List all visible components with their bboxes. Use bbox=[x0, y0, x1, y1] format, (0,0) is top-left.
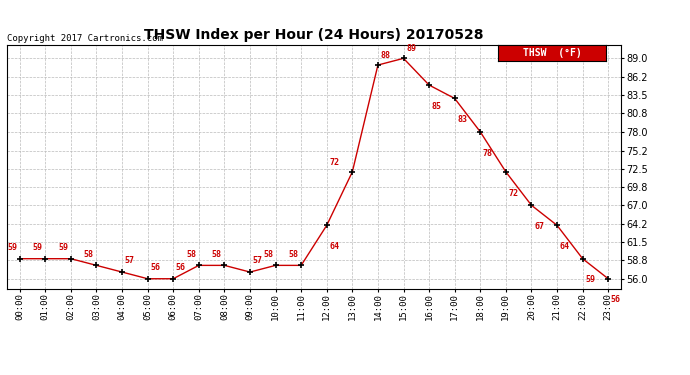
Text: 56: 56 bbox=[176, 263, 186, 272]
Text: 58: 58 bbox=[263, 250, 273, 259]
Text: 83: 83 bbox=[457, 115, 467, 124]
Text: 57: 57 bbox=[253, 256, 262, 265]
Text: 64: 64 bbox=[329, 242, 339, 251]
Text: 72: 72 bbox=[509, 189, 518, 198]
Text: 59: 59 bbox=[585, 275, 595, 284]
Title: THSW Index per Hour (24 Hours) 20170528: THSW Index per Hour (24 Hours) 20170528 bbox=[144, 28, 484, 42]
Text: 89: 89 bbox=[406, 44, 416, 53]
Text: 59: 59 bbox=[7, 243, 17, 252]
Text: 58: 58 bbox=[186, 250, 196, 259]
Text: 72: 72 bbox=[330, 158, 339, 166]
Text: 78: 78 bbox=[483, 148, 493, 158]
Text: 88: 88 bbox=[380, 51, 391, 60]
Text: 56: 56 bbox=[611, 296, 621, 304]
Text: 59: 59 bbox=[32, 243, 43, 252]
Text: 58: 58 bbox=[212, 250, 221, 259]
Text: 57: 57 bbox=[125, 256, 135, 265]
Text: 56: 56 bbox=[150, 263, 160, 272]
Text: 58: 58 bbox=[84, 250, 94, 259]
Text: 59: 59 bbox=[59, 243, 68, 252]
Text: 58: 58 bbox=[288, 250, 299, 259]
Text: Copyright 2017 Cartronics.com: Copyright 2017 Cartronics.com bbox=[7, 34, 163, 43]
Text: 85: 85 bbox=[432, 102, 442, 111]
Text: 67: 67 bbox=[534, 222, 544, 231]
Text: 64: 64 bbox=[560, 242, 569, 251]
